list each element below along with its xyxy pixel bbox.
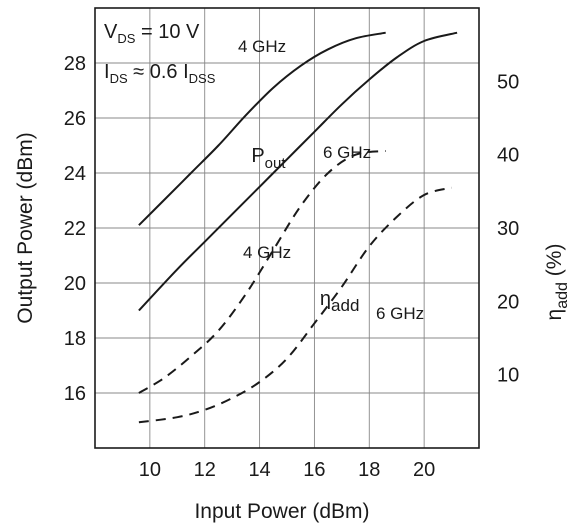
grid (95, 8, 479, 448)
y-tick-label: 24 (64, 163, 86, 185)
x-axis-title: Input Power (dBm) (194, 500, 369, 523)
x-tick-label: 10 (139, 459, 161, 481)
y-right-tick-label: 20 (497, 291, 519, 313)
x-tick-label: 16 (303, 459, 325, 481)
label-4ghz-eta: 4 GHz (243, 243, 291, 262)
series-line-1 (138, 31, 458, 312)
condition-vds: VDS = 10 V (104, 21, 200, 46)
curves (138, 31, 458, 424)
y-tick-label: 16 (64, 383, 86, 405)
y-tick-label: 28 (64, 53, 86, 75)
plot-frame (94, 7, 480, 449)
y-tick-label: 22 (64, 218, 86, 240)
label-6ghz-pout: 6 GHz (323, 143, 371, 162)
x-tick-label: 12 (194, 459, 216, 481)
ticks: 10 12 14 16 18 20 16 18 20 22 24 26 28 10 20 30 40 50 (64, 53, 520, 481)
series-line-3 (138, 186, 452, 424)
label-6ghz-eta: 6 GHz (376, 304, 424, 323)
x-tick-label: 14 (248, 459, 270, 481)
y-right-tick-label: 40 (497, 145, 519, 167)
x-tick-label: 18 (358, 459, 380, 481)
y-axis-title: Output Power (dBm) (14, 132, 37, 323)
y-right-axis-title: ηadd (%) (543, 244, 568, 321)
y-right-tick-label: 30 (497, 218, 519, 240)
y-tick-label: 26 (64, 108, 86, 130)
label-pout: Pout (251, 145, 286, 172)
condition-ids: IDS ≈ 0.6 IDSS (104, 61, 216, 86)
y-right-tick-label: 10 (497, 365, 519, 387)
series-line-0 (138, 31, 386, 226)
x-tick-label: 20 (413, 459, 435, 481)
series-line-2 (138, 150, 386, 394)
y-tick-label: 18 (64, 328, 86, 350)
y-tick-label: 20 (64, 273, 86, 295)
y-right-tick-label: 50 (497, 71, 519, 93)
label-4ghz-pout: 4 GHz (238, 37, 286, 56)
label-eta-add: ηadd (320, 288, 360, 315)
